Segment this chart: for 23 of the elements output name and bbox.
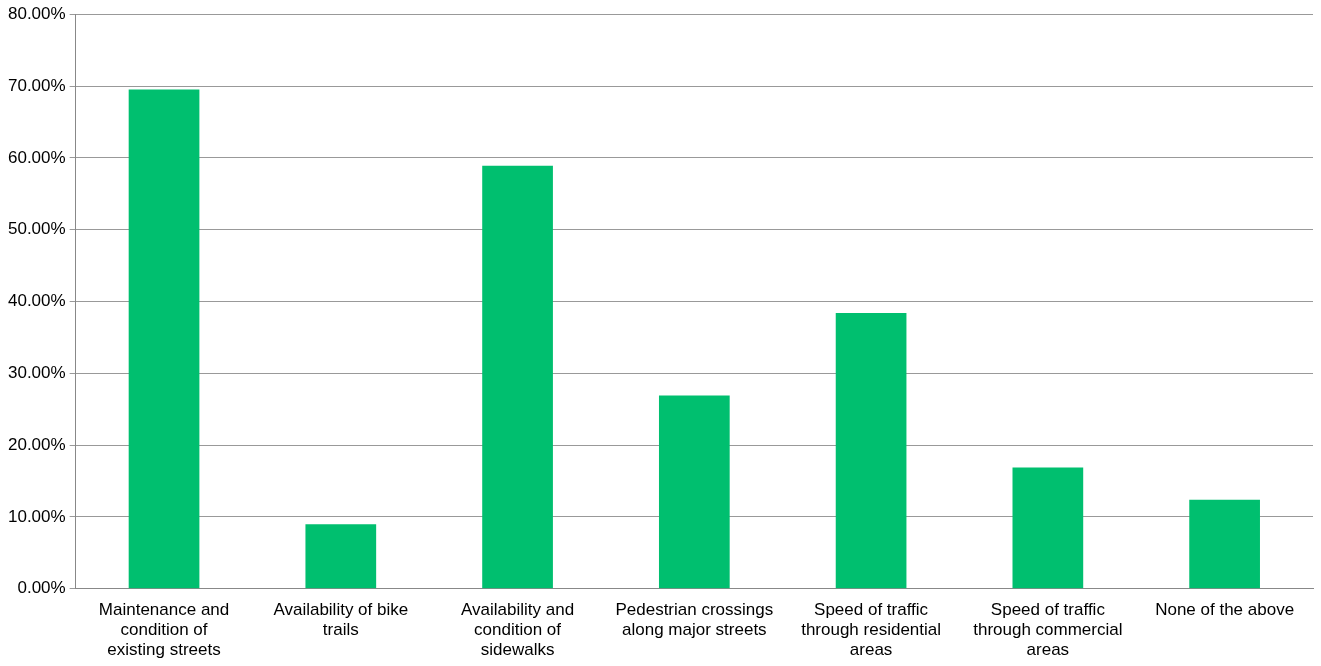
bar bbox=[658, 395, 730, 589]
x-tick-label: Availability and condition of sidewalks bbox=[461, 599, 575, 660]
x-tick-label: None of the above bbox=[1155, 599, 1295, 619]
y-tick-label: 0.00% bbox=[17, 578, 66, 598]
x-tick-label: Speed of traffic through commercial areas bbox=[973, 599, 1123, 660]
y-tick-label: 20.00% bbox=[7, 434, 66, 454]
bar bbox=[305, 524, 377, 589]
x-tick-label: Speed of traffic through residential areas bbox=[801, 599, 942, 660]
x-tick-label: Availability of bike trails bbox=[273, 599, 409, 640]
y-tick-label: 60.00% bbox=[7, 147, 66, 167]
y-tick-label: 10.00% bbox=[7, 506, 66, 526]
y-tick-label: 70.00% bbox=[7, 75, 66, 95]
y-tick-label: 80.00% bbox=[7, 3, 66, 23]
bar bbox=[1012, 467, 1084, 589]
y-tick-label: 40.00% bbox=[7, 291, 66, 311]
bar bbox=[1189, 499, 1260, 589]
bar bbox=[128, 89, 200, 589]
x-tick-label: Maintenance and condition of existing streets bbox=[98, 599, 230, 660]
y-tick-label: 50.00% bbox=[7, 219, 66, 239]
y-tick-label: 30.00% bbox=[7, 363, 66, 383]
bar bbox=[835, 312, 907, 589]
bar bbox=[482, 165, 553, 589]
x-tick-label: Pedestrian crossings along major streets bbox=[615, 599, 774, 640]
